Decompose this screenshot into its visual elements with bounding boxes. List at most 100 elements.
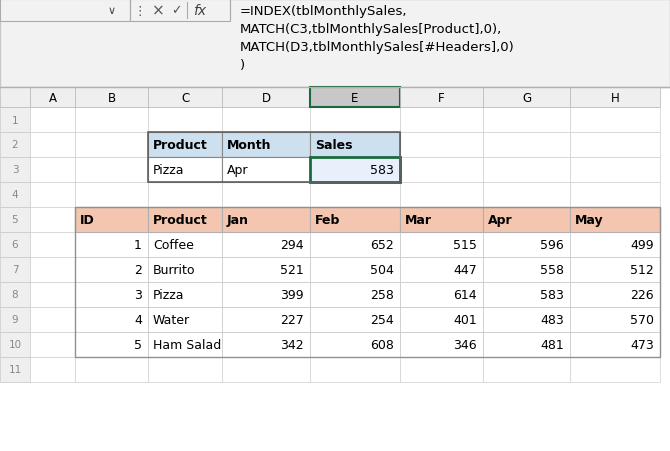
Bar (310, 332, 400, 357)
Bar (310, 207, 400, 232)
Bar (483, 232, 570, 258)
Bar (310, 232, 400, 258)
Bar (148, 207, 222, 232)
Text: ×: × (151, 4, 164, 18)
Bar (222, 307, 310, 332)
Bar (0, 158, 30, 183)
Bar (130, 0, 230, 22)
Bar (310, 183, 400, 207)
Text: ∨: ∨ (108, 6, 116, 16)
Bar (483, 207, 570, 232)
Bar (148, 183, 222, 207)
Bar (310, 258, 400, 282)
Text: F: F (438, 91, 445, 104)
Text: 294: 294 (280, 239, 304, 252)
Bar (570, 232, 660, 258)
Bar (310, 258, 400, 282)
Bar (310, 357, 400, 382)
Text: 614: 614 (454, 288, 477, 301)
Text: 4: 4 (11, 190, 18, 200)
Text: 512: 512 (630, 263, 654, 276)
Bar (222, 158, 310, 183)
Bar (222, 158, 310, 183)
Text: 401: 401 (453, 313, 477, 326)
Bar (570, 307, 660, 332)
Bar (400, 183, 483, 207)
Bar (148, 258, 222, 282)
Text: C: C (181, 91, 189, 104)
Text: D: D (261, 91, 271, 104)
Text: 521: 521 (280, 263, 304, 276)
Text: G: G (522, 91, 531, 104)
Text: 342: 342 (280, 338, 304, 351)
Bar (75, 158, 148, 183)
Bar (148, 332, 222, 357)
Bar (400, 332, 483, 357)
Bar (75, 332, 148, 357)
Bar (75, 183, 148, 207)
Bar (400, 232, 483, 258)
Bar (483, 108, 570, 133)
Text: 226: 226 (630, 288, 654, 301)
Text: 3: 3 (11, 165, 18, 175)
Bar (30, 258, 75, 282)
Text: Ham Salad: Ham Salad (153, 338, 221, 351)
Text: Water: Water (153, 313, 190, 326)
Bar (570, 88, 660, 108)
Bar (148, 258, 222, 282)
Bar (0, 207, 30, 232)
Bar (400, 232, 483, 258)
Bar (400, 282, 483, 307)
Bar (0, 108, 30, 133)
Bar (222, 108, 310, 133)
Bar (30, 158, 75, 183)
Bar (310, 307, 400, 332)
Text: 596: 596 (540, 239, 564, 252)
Text: 4: 4 (134, 313, 142, 326)
Bar (148, 133, 400, 183)
Bar (310, 133, 400, 158)
Bar (570, 108, 660, 133)
Bar (75, 108, 148, 133)
Bar (0, 0, 130, 22)
Bar (75, 258, 148, 282)
Bar (30, 207, 75, 232)
Bar (310, 133, 400, 158)
Bar (570, 258, 660, 282)
Text: 570: 570 (630, 313, 654, 326)
Bar (75, 232, 148, 258)
Bar (400, 332, 483, 357)
Bar (75, 207, 148, 232)
Text: Product: Product (153, 139, 208, 152)
Bar (148, 307, 222, 332)
Bar (400, 133, 483, 158)
Bar (483, 207, 570, 232)
Text: Coffee: Coffee (153, 239, 194, 252)
Bar (310, 282, 400, 307)
Bar (75, 232, 148, 258)
Bar (0, 183, 30, 207)
Text: 346: 346 (454, 338, 477, 351)
Bar (75, 282, 148, 307)
Bar (400, 88, 483, 108)
Bar (483, 332, 570, 357)
Bar (400, 108, 483, 133)
Bar (148, 332, 222, 357)
Text: ): ) (240, 60, 245, 72)
Bar (483, 158, 570, 183)
Bar (222, 88, 310, 108)
Text: fx: fx (194, 4, 206, 18)
Bar (0, 357, 30, 382)
Text: 10: 10 (9, 340, 21, 350)
Bar (75, 357, 148, 382)
Bar (483, 183, 570, 207)
Text: 583: 583 (540, 288, 564, 301)
Bar (400, 207, 483, 232)
Text: ID: ID (80, 213, 94, 226)
Bar (222, 332, 310, 357)
Bar (148, 207, 222, 232)
Bar (148, 307, 222, 332)
Text: 5: 5 (134, 338, 142, 351)
Bar (222, 207, 310, 232)
Bar (483, 282, 570, 307)
